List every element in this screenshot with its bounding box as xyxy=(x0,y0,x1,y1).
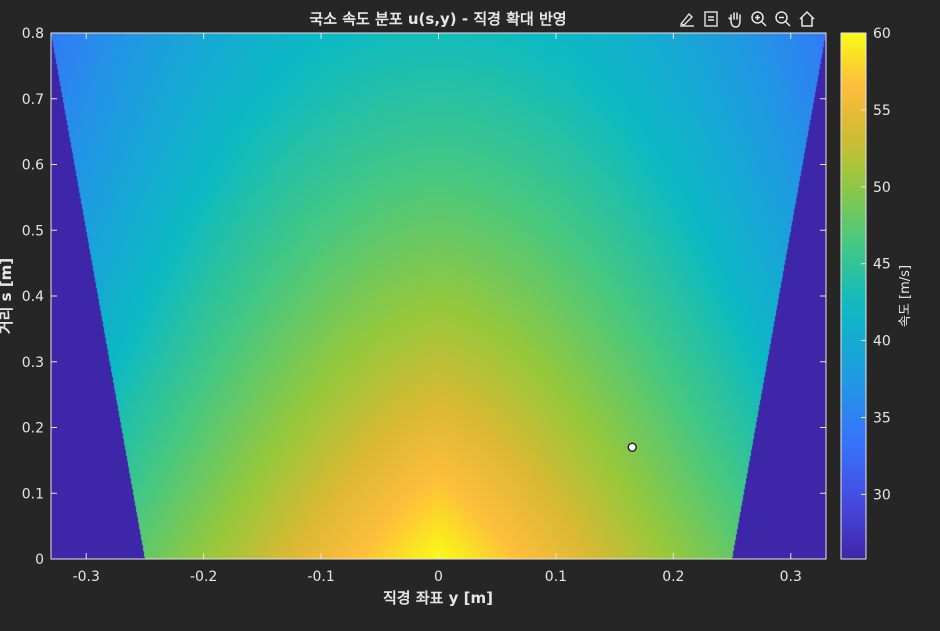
datatip-icon xyxy=(704,11,718,27)
y-tick-label: 0.6 xyxy=(22,158,44,174)
colorbar-tick-label: 40 xyxy=(873,334,891,350)
y-tick-label: 0.4 xyxy=(22,289,44,305)
brush-icon xyxy=(679,12,694,27)
y-tick-label: 0.8 xyxy=(22,26,44,42)
velocity-heatmap xyxy=(51,33,826,559)
chart-title: 국소 속도 분포 u(s,y) - 직경 확대 반영 xyxy=(309,10,566,28)
x-tick-label: 0.1 xyxy=(545,569,567,585)
x-tick-label: -0.1 xyxy=(307,569,334,585)
colorbar-tick-label: 45 xyxy=(873,257,891,273)
colorbar-gradient xyxy=(840,32,867,560)
colorbar-tick-label: 50 xyxy=(873,180,891,196)
axes-toolbar xyxy=(676,8,818,30)
colorbar: 30 35 40 45 50 55 60 xyxy=(840,26,891,560)
datatip-button[interactable] xyxy=(700,8,722,30)
zoom-out-icon xyxy=(775,11,791,27)
y-tick-label: 0.7 xyxy=(22,92,44,108)
home-button[interactable] xyxy=(796,8,818,30)
pan-button[interactable] xyxy=(724,8,746,30)
y-axis: 0 0.1 0.2 0.3 0.4 0.5 0.6 0.7 0.8 xyxy=(22,26,826,568)
y-tick-label: 0.3 xyxy=(22,355,44,371)
zoom-in-button[interactable] xyxy=(748,8,770,30)
y-tick-label: 0 xyxy=(35,552,44,568)
brush-button[interactable] xyxy=(676,8,698,30)
zoom-out-button[interactable] xyxy=(772,8,794,30)
plot-area[interactable] xyxy=(50,32,827,560)
x-axis: -0.3 -0.2 -0.1 0 0.1 0.2 0.3 xyxy=(73,33,802,585)
x-tick-label: 0.2 xyxy=(662,569,684,585)
data-marker[interactable] xyxy=(627,442,637,452)
y-tick-label: 0.5 xyxy=(22,223,44,239)
x-tick-label: 0.3 xyxy=(780,569,802,585)
x-tick-label: -0.3 xyxy=(73,569,100,585)
colorbar-tick-label: 55 xyxy=(873,103,891,119)
x-tick-label: -0.2 xyxy=(190,569,217,585)
home-icon xyxy=(799,10,815,27)
colorbar-tick-label: 30 xyxy=(873,487,891,503)
colorbar-tick-label: 35 xyxy=(873,411,891,427)
x-tick-label: 0 xyxy=(434,569,443,585)
zoom-in-icon xyxy=(751,11,767,27)
colorbar-tick-label: 60 xyxy=(873,26,891,42)
pan-hand-icon xyxy=(728,12,741,28)
y-tick-label: 0.1 xyxy=(22,486,44,502)
y-tick-label: 0.2 xyxy=(22,421,44,437)
y-axis-label: 거리 s [m] xyxy=(0,258,15,334)
colorbar-label: 속도 [m/s] xyxy=(898,265,913,327)
x-axis-label: 직경 좌표 y [m] xyxy=(383,589,493,607)
